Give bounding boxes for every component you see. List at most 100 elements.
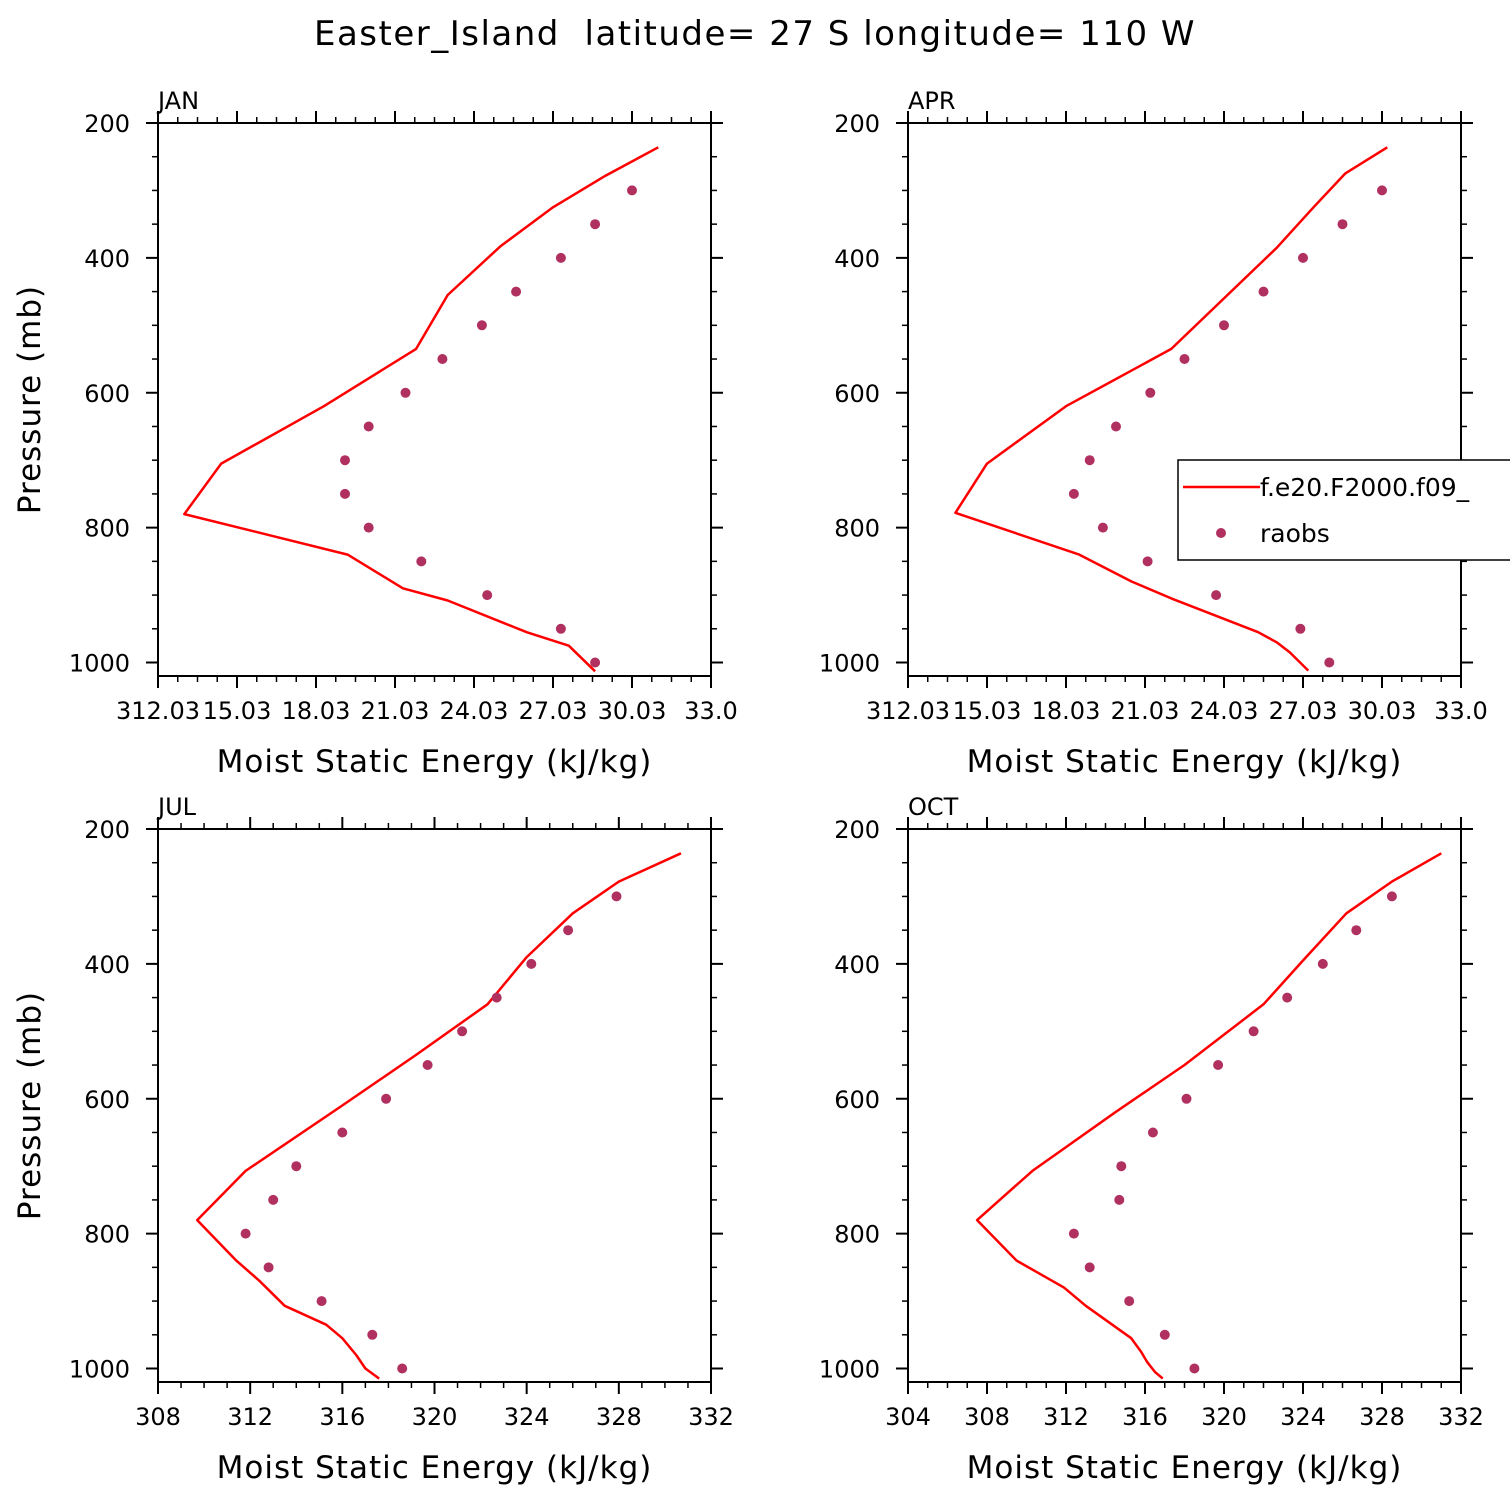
- panel-label: APR: [908, 87, 956, 115]
- raobs-point: [337, 1127, 348, 1138]
- y-tick-label: 1000: [69, 650, 130, 678]
- raobs-point: [1324, 657, 1335, 668]
- raobs-point: [1114, 1194, 1125, 1205]
- raobs-point: [1142, 556, 1153, 567]
- y-tick-label: 200: [834, 816, 880, 844]
- raobs-point: [1084, 455, 1095, 466]
- y-tick-label: 600: [834, 1086, 880, 1114]
- raobs-point: [491, 992, 502, 1003]
- y-tick-label: 800: [84, 515, 130, 543]
- raobs-point: [1282, 992, 1293, 1003]
- raobs-point: [611, 891, 622, 902]
- x-tick-label: 308: [964, 1403, 1010, 1431]
- x-tick-label: 30.03: [598, 697, 667, 725]
- x-tick-label: 320: [412, 1403, 458, 1431]
- panel-oct: 304 308 312 316 320 324 328 332 200 400 600 800 1000…: [819, 793, 1484, 1486]
- plot-frame: [157, 122, 712, 677]
- raobs-point: [476, 320, 487, 331]
- x-tick-label: 27.03: [1269, 697, 1338, 725]
- x-tick-label: 316: [319, 1403, 365, 1431]
- x-tick-label: 312: [1043, 1403, 1089, 1431]
- legend: f.e20.F2000.f09_ raobs: [1177, 459, 1510, 561]
- raobs-point: [627, 185, 637, 196]
- y-tick-label: 200: [84, 816, 130, 844]
- model-profile-line: [183, 146, 659, 673]
- raobs-point: [1097, 522, 1108, 533]
- raobs-point: [1258, 286, 1269, 297]
- y-tick-label: 800: [834, 1221, 880, 1249]
- raobs-point: [397, 1363, 408, 1374]
- raobs-point: [1211, 590, 1222, 601]
- x-tick-label: 328: [1359, 1403, 1405, 1431]
- raobs-point: [526, 958, 537, 969]
- y-tick-label: 400: [834, 245, 880, 273]
- panel-apr: 312.03 15.03 18.03 21.03 24.03 27.03 30.03 33.0…: [819, 87, 1488, 780]
- x-tick-label: 320: [1201, 1403, 1247, 1431]
- y-tick-label: 600: [84, 1086, 130, 1114]
- raobs-point: [340, 455, 350, 466]
- raobs-point: [1179, 354, 1190, 364]
- raobs-point: [1147, 1127, 1158, 1138]
- raobs-point: [590, 657, 601, 668]
- y-tick-label: 400: [84, 245, 130, 273]
- raobs-point: [1248, 1026, 1259, 1037]
- plot-frame: [907, 828, 1462, 1383]
- raobs-point: [563, 925, 574, 936]
- raobs-point: [482, 590, 493, 601]
- x-tick-label: 308: [135, 1403, 181, 1431]
- raobs-point: [1298, 252, 1308, 263]
- x-tick-label: 30.03: [1348, 697, 1417, 725]
- x-tick-label: 24.03: [440, 697, 509, 725]
- panels: 312.03 15.03 18.03 21.03 24.03 27.03 30.03 33.0…: [12, 87, 1488, 1486]
- raobs-point: [291, 1161, 302, 1172]
- raobs-point: [240, 1228, 251, 1239]
- x-tick-label: 324: [504, 1403, 550, 1431]
- x-tick-label: 316: [1122, 1403, 1168, 1431]
- x-tick-label: 21.03: [361, 697, 430, 725]
- x-tick-label: 33.0: [684, 697, 737, 725]
- raobs-point: [268, 1194, 279, 1205]
- y-tick-label: 1000: [69, 1356, 130, 1384]
- x-tick-label: 328: [596, 1403, 642, 1431]
- model-profile-line: [954, 146, 1388, 672]
- panel-jul: 308 312 316 320 324 328 332 200 400 600 800 1000 JUL…: [12, 793, 734, 1486]
- y-tick-label: 800: [84, 1221, 130, 1249]
- x-tick-label: 312: [227, 1403, 273, 1431]
- y-tick-label: 800: [834, 515, 880, 543]
- x-tick-label: 27.03: [519, 697, 588, 725]
- raobs-point: [1181, 1093, 1192, 1104]
- y-tick-label: 400: [834, 951, 880, 979]
- y-tick-label: 1000: [819, 650, 880, 678]
- raobs-point: [416, 556, 427, 567]
- raobs-point: [1219, 320, 1229, 331]
- x-tick-label: 33.0: [1434, 697, 1487, 725]
- legend-marker-swatch: [1216, 528, 1226, 538]
- raobs-point: [1337, 219, 1348, 230]
- x-tick-label: 24.03: [1190, 697, 1259, 725]
- raobs-point: [555, 623, 566, 634]
- y-axis-label: Pressure (mb): [12, 991, 48, 1220]
- x-axis-label: Moist Static Energy (kJ/kg): [217, 1450, 653, 1486]
- x-tick-label: 15.03: [203, 697, 272, 725]
- raobs-point: [340, 488, 350, 499]
- x-axis-label: Moist Static Energy (kJ/kg): [967, 1450, 1403, 1486]
- y-tick-label: 1000: [819, 1356, 880, 1384]
- raobs-point: [1124, 1296, 1135, 1307]
- y-tick-label: 600: [84, 380, 130, 408]
- raobs-point: [1145, 387, 1156, 398]
- x-tick-label: 312.03: [866, 697, 950, 725]
- raobs-point: [400, 387, 411, 398]
- raobs-point: [1116, 1161, 1127, 1172]
- y-tick-label: 200: [84, 110, 130, 138]
- plot-frame: [907, 122, 1462, 677]
- x-tick-label: 18.03: [282, 697, 351, 725]
- y-axis-label: Pressure (mb): [12, 285, 48, 514]
- panel-label: OCT: [908, 793, 959, 821]
- raobs-point: [1317, 958, 1328, 969]
- raobs-point: [1111, 421, 1121, 432]
- raobs-point: [555, 252, 566, 263]
- raobs-point: [381, 1093, 392, 1104]
- raobs-point: [263, 1262, 274, 1273]
- x-tick-label: 312.03: [116, 697, 200, 725]
- x-tick-label: 304: [885, 1403, 931, 1431]
